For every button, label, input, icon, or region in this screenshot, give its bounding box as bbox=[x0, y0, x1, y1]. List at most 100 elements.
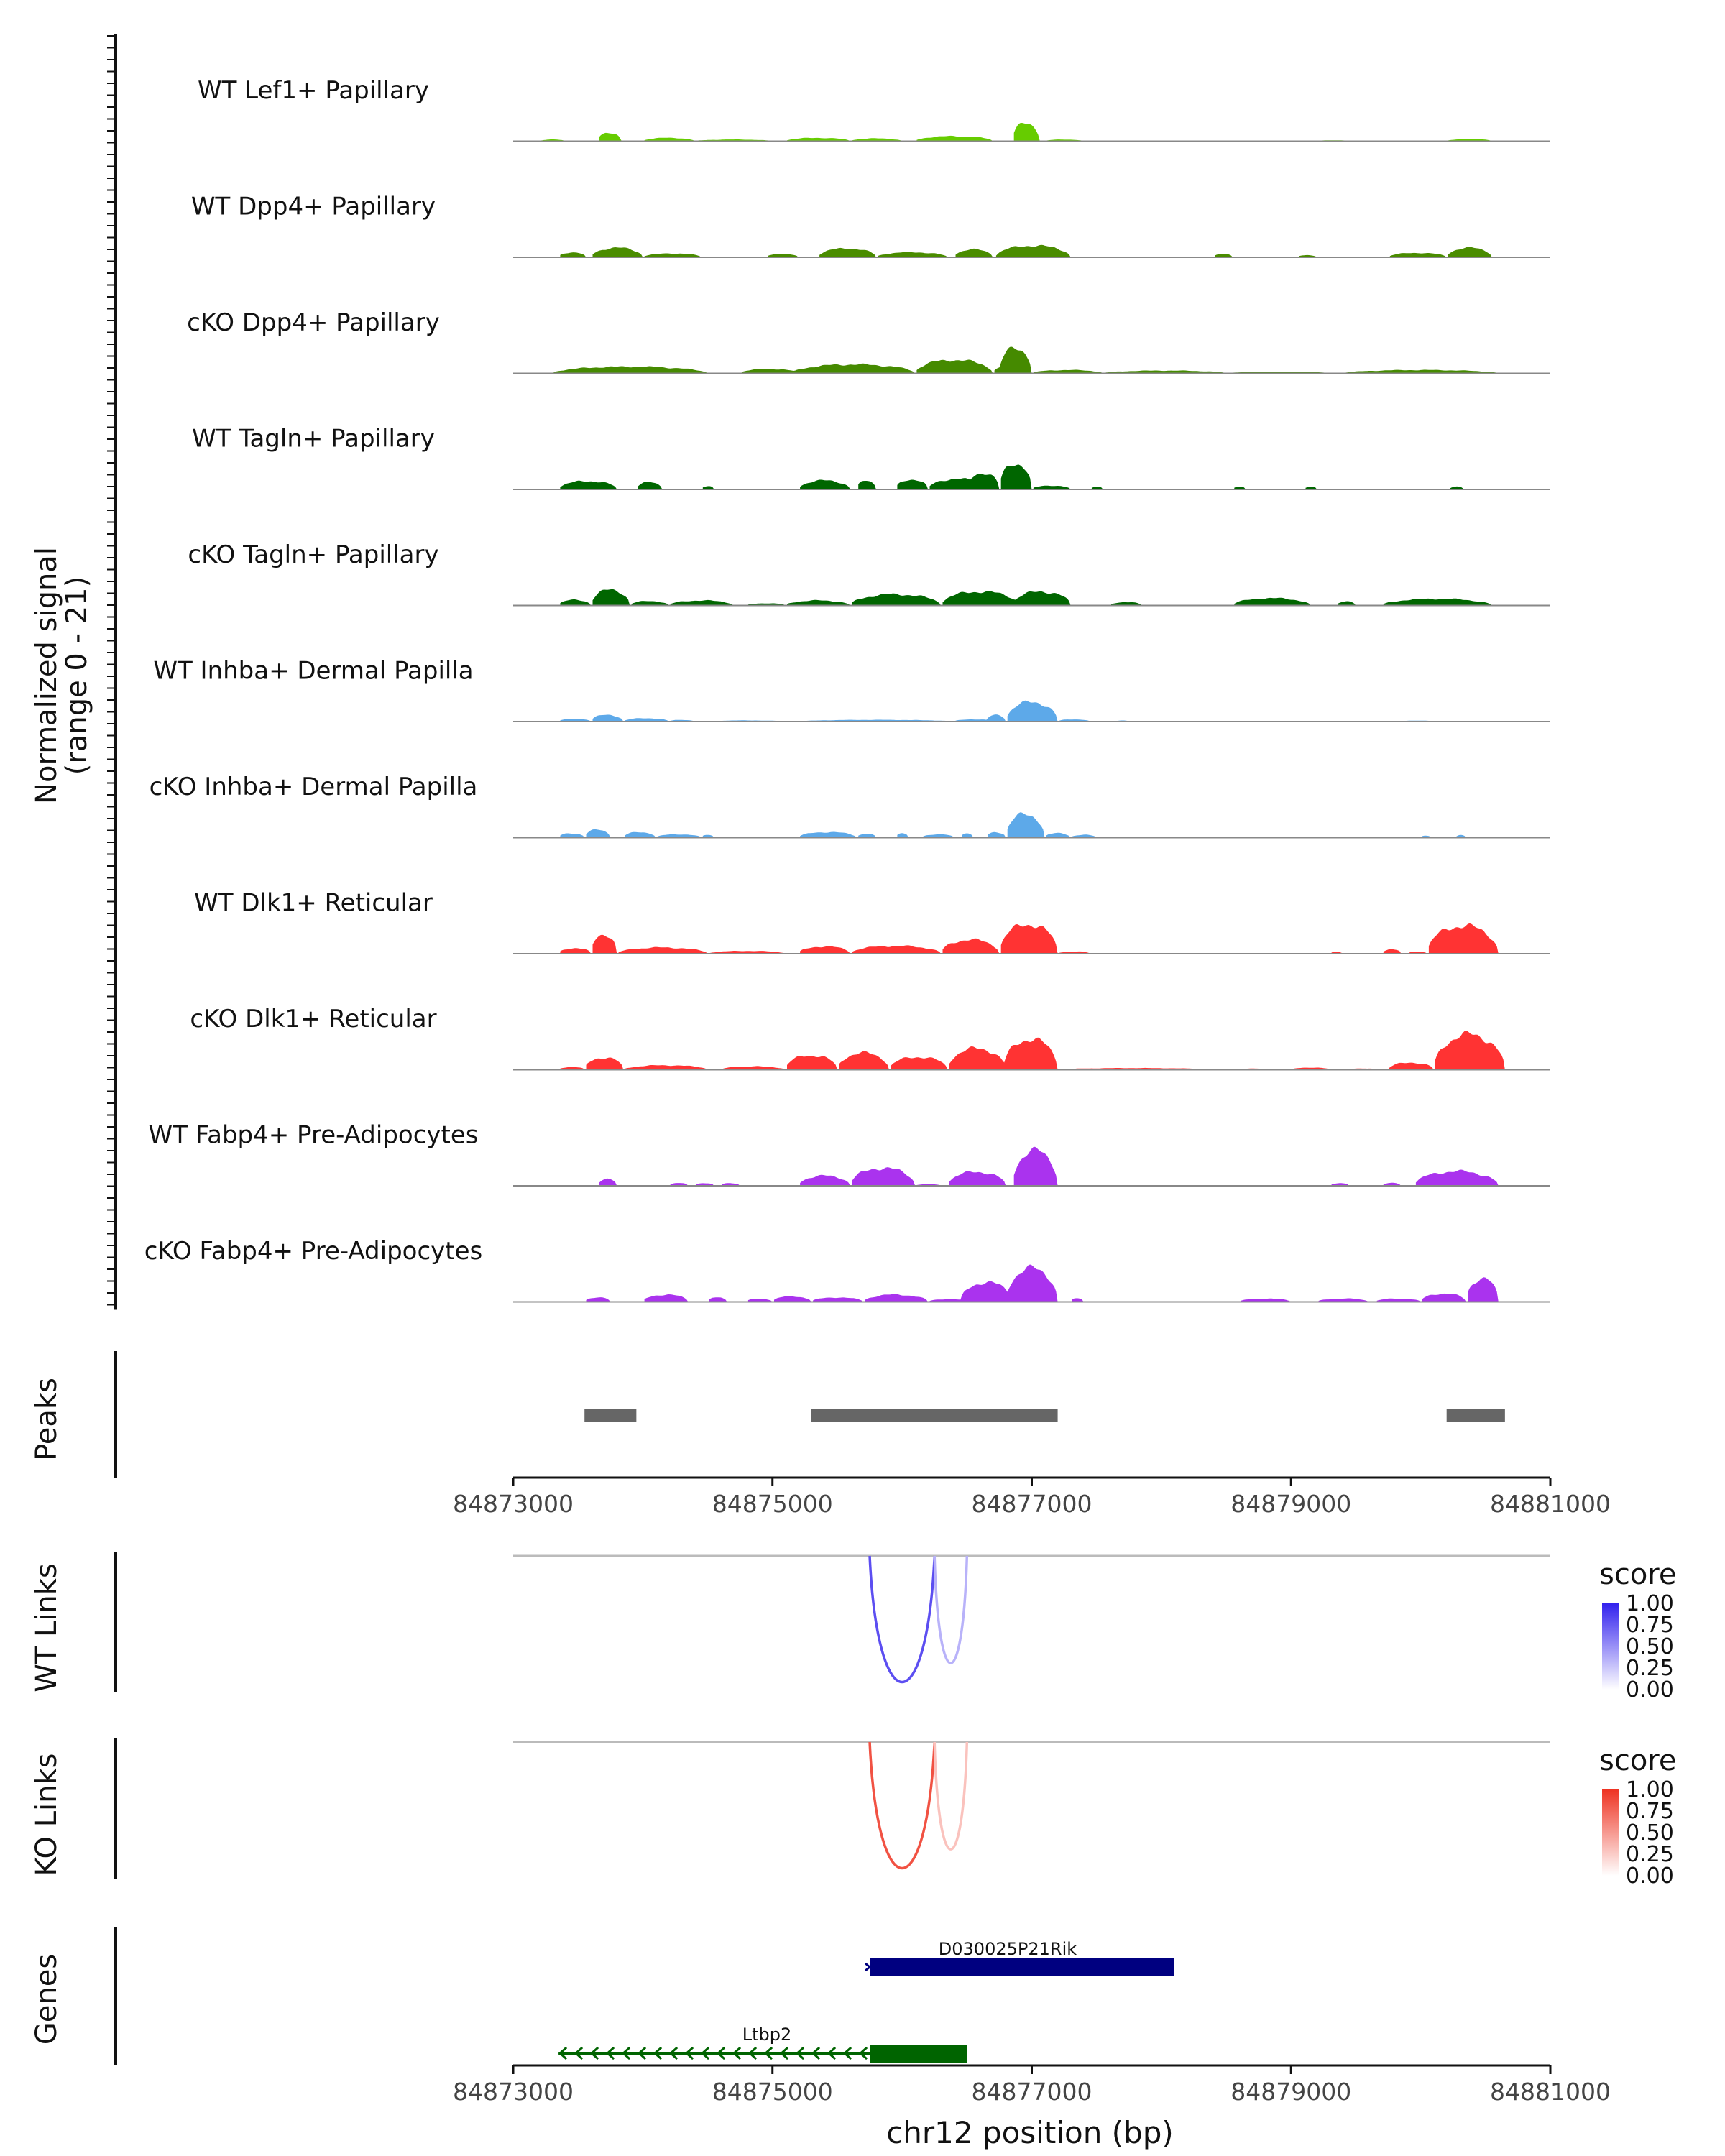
legend-value: 0.00 bbox=[1626, 1677, 1674, 1703]
coverage-area bbox=[599, 1146, 1499, 1186]
peak-region bbox=[1446, 1409, 1505, 1422]
track-label: WT Dpp4+ Papillary bbox=[191, 193, 436, 221]
track-label: WT Lef1+ Papillary bbox=[198, 76, 429, 105]
legend-value: 0.00 bbox=[1626, 1864, 1674, 1889]
coverage-track-wt-tagln-papillary: WT Tagln+ Papillary bbox=[192, 425, 1550, 490]
x-axis-label: chr12 position (bp) bbox=[886, 2115, 1174, 2150]
coverage-track-cko-dlk1-reticular: cKO Dlk1+ Reticular bbox=[190, 1005, 1550, 1071]
link-arc bbox=[868, 1741, 936, 1870]
track-label: cKO Dpp4+ Papillary bbox=[187, 308, 440, 337]
track-label: cKO Dlk1+ Reticular bbox=[190, 1005, 436, 1033]
peaks-x-axis-tick-label: 84875000 bbox=[712, 1490, 833, 1518]
coverage-track-cko-inhba-dermal-papilla: cKO Inhba+ Dermal Papilla bbox=[150, 773, 1550, 839]
coverage-area bbox=[560, 923, 1499, 954]
gene-label: D030025P21Rik bbox=[939, 1939, 1077, 1959]
legend-value: 1.00 bbox=[1626, 1777, 1674, 1802]
legend-colorbar bbox=[1602, 1603, 1619, 1690]
track-label: cKO Inhba+ Dermal Papilla bbox=[150, 773, 478, 801]
legend-colorbar bbox=[1602, 1789, 1619, 1876]
strand-arrow-icon bbox=[748, 2046, 758, 2060]
track-label: cKO Fabp4+ Pre-Adipocytes bbox=[144, 1237, 483, 1266]
track-label: WT Inhba+ Dermal Papilla bbox=[153, 657, 473, 686]
wt-links-legend-title: score bbox=[1599, 1558, 1676, 1591]
genes-x-axis-tick-label: 84877000 bbox=[972, 2078, 1092, 2106]
coverage-area bbox=[560, 1031, 1505, 1070]
strand-arrow-icon bbox=[700, 2046, 710, 2060]
legend-value: 1.00 bbox=[1626, 1591, 1674, 1616]
strand-arrow-icon bbox=[605, 2046, 615, 2060]
peaks-x-axis-tick-label: 84879000 bbox=[1230, 1490, 1351, 1518]
coverage-area bbox=[560, 700, 1453, 722]
strand-arrow-icon bbox=[684, 2046, 694, 2060]
y-axis-label-line1: Normalized signal bbox=[30, 547, 63, 804]
wt-links-track: 1.000.750.500.250.00 bbox=[114, 1552, 1674, 1703]
genes-x-axis-tick-label: 84881000 bbox=[1490, 2078, 1611, 2106]
links-tracks: 1.000.750.500.250.001.000.750.500.250.00 bbox=[114, 1552, 1674, 1889]
track-label: cKO Tagln+ Papillary bbox=[188, 540, 438, 569]
peaks-x-axis-tick-label: 84881000 bbox=[1490, 1490, 1611, 1518]
peaks-x-axis-tick-label: 84877000 bbox=[972, 1490, 1092, 1518]
coverage-track-wt-inhba-dermal-papilla: WT Inhba+ Dermal Papilla bbox=[153, 657, 1550, 722]
strand-arrow-icon bbox=[574, 2046, 584, 2060]
strand-arrow-icon bbox=[558, 2046, 568, 2060]
coverage-track-wt-fabp4-pre-adipocytes: WT Fabp4+ Pre-Adipocytes bbox=[149, 1121, 1550, 1187]
coverage-track-wt-dpp4-papillary: WT Dpp4+ Papillary bbox=[191, 193, 1550, 258]
strand-arrow-icon bbox=[763, 2046, 773, 2060]
peak-region bbox=[584, 1409, 637, 1422]
strand-arrow-icon bbox=[653, 2046, 663, 2060]
peaks-track-label: Peaks bbox=[30, 1378, 63, 1461]
peak-region bbox=[811, 1409, 1058, 1422]
coverage-area bbox=[540, 123, 1492, 142]
track-label: WT Dlk1+ Reticular bbox=[194, 889, 433, 918]
legend-value: 0.25 bbox=[1626, 1656, 1674, 1681]
genes-track-label: Genes bbox=[30, 1954, 63, 2045]
coverage-track-cko-dpp4-papillary: cKO Dpp4+ Papillary bbox=[187, 308, 1550, 374]
strand-arrow-icon bbox=[795, 2046, 805, 2060]
strand-arrow-icon bbox=[811, 2046, 821, 2060]
coverage-track-wt-dlk1-reticular: WT Dlk1+ Reticular bbox=[194, 889, 1550, 954]
coverage-track-cko-tagln-papillary: cKO Tagln+ Papillary bbox=[188, 540, 1550, 607]
track-label: WT Tagln+ Papillary bbox=[192, 425, 435, 453]
ko-links-legend-title: score bbox=[1599, 1744, 1676, 1777]
legend-value: 0.50 bbox=[1626, 1820, 1674, 1846]
coverage-tracks: WT Lef1+ Papillary WT Dpp4+ Papillary cKO … bbox=[107, 34, 1550, 1310]
strand-arrow-icon bbox=[716, 2046, 726, 2060]
strand-arrow-icon bbox=[842, 2046, 852, 2060]
strand-arrow-icon bbox=[865, 1962, 872, 1972]
ko-links-track-label: KO Links bbox=[30, 1754, 63, 1876]
legend-value: 0.25 bbox=[1626, 1842, 1674, 1867]
coverage-area bbox=[553, 346, 1499, 374]
coverage-track-cko-fabp4-pre-adipocytes: cKO Fabp4+ Pre-Adipocytes bbox=[144, 1237, 1550, 1303]
genes-track: D030025P21Rik Ltbp2 bbox=[114, 1927, 1174, 2065]
genes-x-axis-tick-label: 84873000 bbox=[453, 2078, 574, 2106]
legend-value: 0.50 bbox=[1626, 1634, 1674, 1659]
wt-links-legend: 1.000.750.500.250.00 bbox=[1602, 1591, 1674, 1703]
peaks-track bbox=[114, 1351, 1505, 1478]
coverage-area bbox=[560, 464, 1465, 489]
strand-arrow-icon bbox=[589, 2046, 599, 2060]
strand-arrow-icon bbox=[858, 2046, 868, 2060]
legend-value: 0.75 bbox=[1626, 1799, 1674, 1824]
link-arc bbox=[868, 1555, 936, 1684]
strand-arrow-icon bbox=[779, 2046, 789, 2060]
coverage-area bbox=[586, 1264, 1499, 1302]
genes-x-axis-tick-label: 84875000 bbox=[712, 2078, 833, 2106]
link-arc bbox=[933, 1555, 969, 1664]
gene-exon bbox=[870, 2045, 967, 2063]
y-axis-label-line2: (range 0 - 21) bbox=[60, 576, 93, 775]
track-label: WT Fabp4+ Pre-Adipocytes bbox=[149, 1121, 479, 1150]
coverage-area bbox=[560, 589, 1492, 606]
ko-links-legend: 1.000.750.500.250.00 bbox=[1602, 1777, 1674, 1889]
gene-ltbp2: Ltbp2 bbox=[558, 2024, 967, 2063]
x-axes: 84873000 84875000 84877000 84879000 84881000… bbox=[453, 1476, 1611, 2106]
link-arc bbox=[933, 1741, 969, 1851]
gene-d030025p21rik: D030025P21Rik bbox=[865, 1939, 1174, 1976]
legend-value: 0.75 bbox=[1626, 1613, 1674, 1638]
ko-links-track: 1.000.750.500.250.00 bbox=[114, 1738, 1674, 1889]
coverage-area bbox=[560, 812, 1466, 838]
strand-arrow-icon bbox=[668, 2046, 678, 2060]
gene-label: Ltbp2 bbox=[742, 2024, 792, 2045]
genes-x-axis-tick-label: 84879000 bbox=[1230, 2078, 1351, 2106]
strand-arrow-icon bbox=[732, 2046, 742, 2060]
